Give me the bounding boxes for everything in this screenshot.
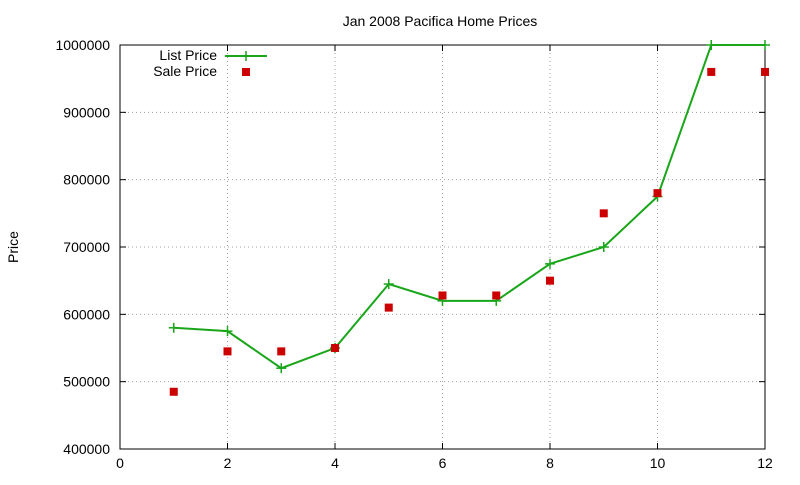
data-point	[438, 291, 447, 300]
data-point	[277, 347, 286, 356]
data-point	[760, 40, 770, 50]
data-point	[168, 322, 179, 333]
data-point	[599, 209, 608, 218]
data-point	[384, 303, 393, 312]
legend-label-list-price: List Price	[159, 47, 217, 63]
data-point	[706, 40, 717, 50]
data-point	[223, 347, 232, 356]
x-tick-label: 8	[546, 455, 554, 471]
data-point	[276, 363, 287, 374]
y-tick-label: 600000	[63, 306, 110, 322]
y-tick-label: 700000	[63, 239, 110, 255]
x-tick-label: 4	[331, 455, 339, 471]
legend-marker-list-price	[241, 51, 251, 61]
data-point	[546, 276, 554, 285]
series-sale-price	[169, 67, 769, 396]
y-axis-label: Price	[5, 231, 21, 263]
data-point	[653, 189, 662, 198]
data-point	[383, 279, 394, 290]
data-point	[492, 291, 501, 300]
legend: List Price Sale Price	[153, 47, 267, 79]
x-tick-label: 12	[757, 455, 773, 471]
data-point	[169, 387, 178, 396]
legend-marker-sale-price	[242, 68, 250, 76]
y-tick-label: 500000	[63, 374, 110, 390]
x-tick-label: 2	[224, 455, 232, 471]
axis-ticks: 0 2 4 6 8 10 12 400000 500000 600000 700000 800000 9…	[55, 37, 773, 471]
series-list-price	[168, 40, 770, 374]
y-tick-label: 900000	[63, 104, 110, 120]
data-point	[331, 344, 339, 352]
x-tick-label: 0	[116, 455, 124, 471]
data-point	[222, 326, 233, 337]
grid-lines	[120, 45, 765, 449]
series-line	[173, 44, 765, 370]
data-point	[707, 67, 716, 76]
y-tick-label: 400000	[63, 441, 110, 457]
series-layer	[168, 40, 770, 396]
y-tick-label: 1000000	[55, 37, 110, 53]
data-point	[545, 258, 555, 269]
x-tick-label: 10	[650, 455, 666, 471]
chart-title: Jan 2008 Pacifica Home Prices	[343, 13, 538, 29]
y-tick-label: 800000	[63, 172, 110, 188]
legend-label-sale-price: Sale Price	[153, 63, 217, 79]
data-point	[761, 67, 769, 76]
data-point	[598, 242, 609, 252]
x-tick-label: 6	[439, 455, 447, 471]
